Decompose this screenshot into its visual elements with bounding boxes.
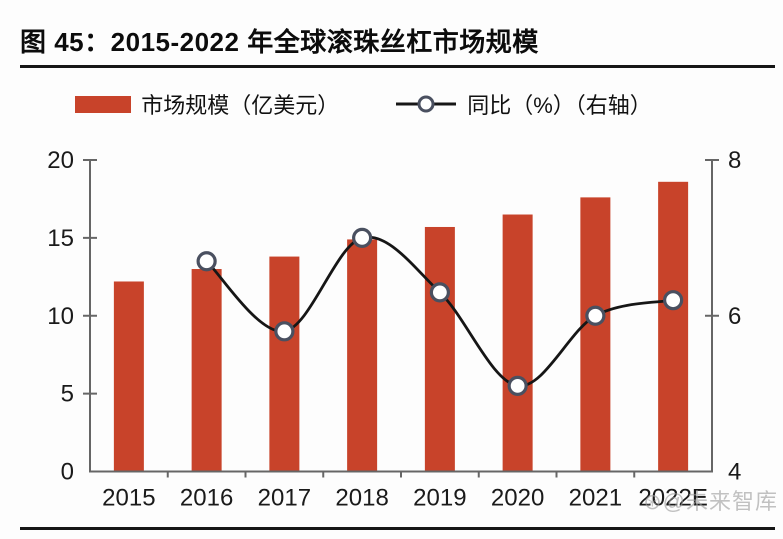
marker-2017 xyxy=(274,321,295,342)
figure-title: 图 45：2015-2022 年全球滚珠丝杠市场规模 xyxy=(20,27,539,57)
bar-2021 xyxy=(580,197,611,472)
bar-2016 xyxy=(191,269,222,472)
legend-item-yoy: 同比（%）（右轴） xyxy=(395,88,652,120)
axis-spines xyxy=(89,160,713,473)
bar-2022E xyxy=(658,181,689,472)
marker-2021 xyxy=(585,305,606,326)
x-label-2016: 2016 xyxy=(180,485,233,512)
watermark: ⊛@未来智库 xyxy=(643,489,778,514)
marker-2018 xyxy=(352,227,373,248)
marker-2016 xyxy=(196,251,217,272)
y-left-label-15: 15 xyxy=(47,225,74,252)
y-right-label-4: 4 xyxy=(728,459,741,486)
y-right-label-6: 6 xyxy=(728,303,741,330)
bar-swatch-icon xyxy=(75,95,132,113)
bar-2015 xyxy=(113,281,144,472)
legend-item-market-size: 市场规模（亿美元） xyxy=(75,88,339,120)
x-label-2021: 2021 xyxy=(569,485,622,512)
y-left-label-20: 20 xyxy=(47,147,74,174)
marker-2022E xyxy=(663,290,684,311)
legend-line-label: 同比（%）（右轴） xyxy=(467,93,652,118)
x-label-2018: 2018 xyxy=(335,485,388,512)
marker-2019 xyxy=(429,282,450,303)
bar-2018 xyxy=(347,239,378,472)
legend: 市场规模（亿美元） 同比（%）（右轴） xyxy=(0,88,783,120)
title-underline xyxy=(20,65,775,68)
x-label-2019: 2019 xyxy=(413,485,466,512)
x-label-2020: 2020 xyxy=(491,485,544,512)
x-label-2017: 2017 xyxy=(258,485,311,512)
y-left-label-10: 10 xyxy=(47,303,74,330)
line-marker-icon xyxy=(396,95,457,113)
bar-2020 xyxy=(502,214,533,472)
y-right-label-8: 8 xyxy=(728,147,741,174)
x-label-2022E: 2022E xyxy=(638,485,707,512)
bar-2017 xyxy=(269,256,300,472)
y-left-label-5: 5 xyxy=(61,381,74,408)
marker-2020 xyxy=(507,375,528,396)
legend-bar-label: 市场规模（亿美元） xyxy=(141,93,340,118)
x-label-2015: 2015 xyxy=(102,485,155,512)
bar-2019 xyxy=(424,226,455,472)
bottom-rule xyxy=(20,527,775,530)
y-left-label-0: 0 xyxy=(61,459,74,486)
